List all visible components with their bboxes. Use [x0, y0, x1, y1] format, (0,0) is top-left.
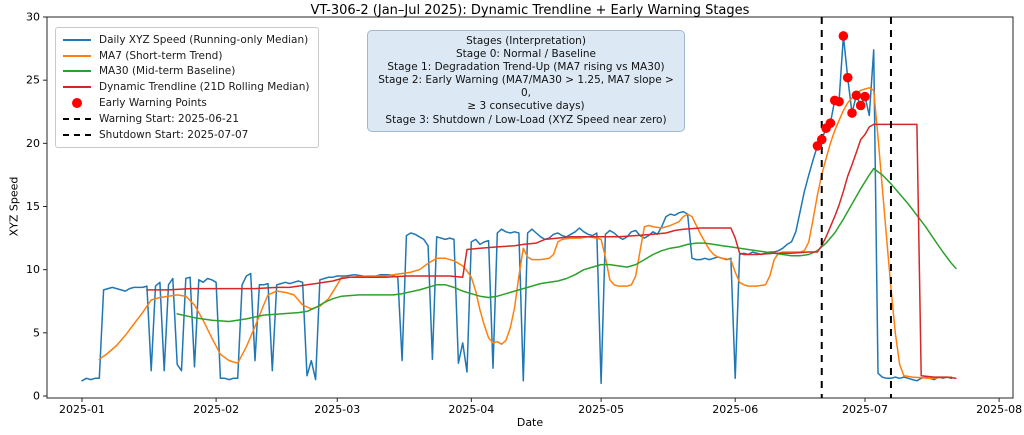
legend-label: Early Warning Points: [99, 97, 207, 110]
legend-item: Daily XYZ Speed (Running-only Median): [62, 32, 310, 48]
y-tick-label: 15: [26, 200, 40, 213]
legend-label: MA7 (Short-term Trend): [99, 49, 223, 62]
early-warning-point: [847, 108, 857, 118]
chart-title: VT-306-2 (Jan–Jul 2025): Dynamic Trendli…: [310, 3, 750, 18]
x-tick-label: 2025-02: [193, 403, 239, 416]
early-warning-point: [834, 96, 844, 107]
x-tick-label: 2025-08: [976, 403, 1022, 416]
legend-dot-swatch-icon: [62, 98, 92, 109]
early-warning-point: [855, 100, 866, 111]
x-tick-label: 2025-01: [59, 403, 105, 416]
series-line-2: [176, 167, 957, 323]
series-line-0: [81, 35, 953, 385]
legend: Daily XYZ Speed (Running-only Median) MA7…: [55, 27, 319, 148]
early-warning-point: [860, 91, 870, 102]
legend-label: Dynamic Trendline (21D Rolling Median): [99, 81, 310, 94]
legend-label: Warning Start: 2025-06-21: [99, 112, 240, 125]
legend-swatch-shape: [63, 133, 91, 136]
legend-line-swatch-icon: [62, 38, 92, 41]
legend-label: Daily XYZ Speed (Running-only Median): [99, 33, 309, 46]
early-warning-point: [838, 31, 849, 41]
stages-annotation: Stages (Interpretation) Stage 0: Normal …: [367, 30, 685, 132]
legend-label: Shutdown Start: 2025-07-07: [99, 128, 249, 141]
legend-item: Dynamic Trendline (21D Rolling Median): [62, 79, 310, 95]
x-axis-label: Date: [516, 416, 544, 429]
legend-item: MA30 (Mid-term Baseline): [62, 64, 310, 80]
legend-line-swatch-icon: [62, 86, 92, 89]
legend-dash-swatch-icon: [62, 133, 92, 136]
x-tick-label: 2025-07: [842, 403, 888, 416]
early-warning-point: [825, 118, 836, 128]
legend-swatch-shape: [63, 117, 91, 120]
series-line-1: [98, 87, 953, 380]
x-tick-label: 2025-06: [712, 403, 758, 416]
legend-item: Early Warning Points: [62, 95, 310, 111]
y-tick-label: 25: [26, 74, 40, 87]
early-warning-point: [851, 90, 862, 101]
y-tick-label: 30: [26, 11, 40, 24]
legend-swatch-shape: [63, 86, 91, 89]
legend-swatch-shape: [72, 98, 82, 109]
legend-line-swatch-icon: [62, 70, 92, 73]
y-tick-label: 5: [33, 326, 40, 339]
y-axis-label: XYZ Speed: [7, 176, 21, 237]
legend-item: Shutdown Start: 2025-07-07: [62, 127, 310, 143]
y-tick-label: 0: [33, 390, 40, 403]
y-tick-label: 20: [26, 137, 40, 150]
legend-label: MA30 (Mid-term Baseline): [99, 65, 236, 78]
y-tick-label: 10: [26, 263, 40, 276]
plot-border: [46, 16, 1014, 399]
x-tick-label: 2025-03: [314, 403, 360, 416]
legend-swatch-shape: [63, 38, 91, 41]
legend-item: MA7 (Short-term Trend): [62, 48, 310, 64]
legend-swatch-shape: [63, 54, 91, 57]
x-tick-label: 2025-05: [578, 403, 624, 416]
legend-line-swatch-icon: [62, 54, 92, 57]
legend-swatch-shape: [63, 70, 91, 73]
early-warning-point: [816, 134, 827, 145]
early-warning-point: [842, 72, 853, 83]
legend-item: Warning Start: 2025-06-21: [62, 111, 310, 127]
x-tick-label: 2025-04: [448, 403, 494, 416]
series-line-3: [146, 123, 957, 380]
legend-dash-swatch-icon: [62, 117, 92, 120]
